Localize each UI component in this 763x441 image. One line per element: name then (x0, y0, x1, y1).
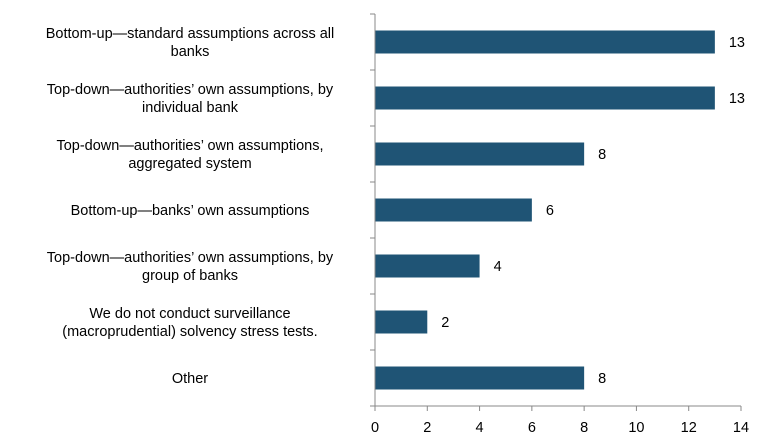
category-label-1: Bottom-up—standard assumptions across al… (46, 26, 335, 60)
x-tick-label-4: 4 (476, 420, 484, 436)
data-label-5: 4 (494, 259, 502, 275)
data-label-4: 6 (546, 203, 554, 219)
category-label-4: Bottom-up—banks’ own assumptions (71, 203, 310, 219)
data-labels-group: 13 13 8 6 4 2 8 (441, 35, 745, 387)
data-label-6: 2 (441, 315, 449, 331)
category-label-6: We do not conduct surveillance (macroprud… (62, 306, 317, 340)
data-label-2: 13 (729, 91, 745, 107)
bar-1 (375, 30, 715, 54)
bars-group (375, 30, 715, 390)
bar-7 (375, 366, 585, 390)
category-label-2: Top-down—authorities’ own assumptions, b… (47, 82, 334, 116)
bar-6 (375, 310, 428, 334)
x-tick-label-14: 14 (733, 420, 749, 436)
category-label-7: Other (172, 371, 208, 387)
category-labels-group: Bottom-up—standard assumptions across al… (46, 26, 335, 387)
x-tick-label-10: 10 (628, 420, 644, 436)
data-label-7: 8 (598, 371, 606, 387)
category-label-3: Top-down—authorities’ own assumptions, ag… (56, 138, 323, 172)
x-tick-label-2: 2 (423, 420, 431, 436)
data-label-1: 13 (729, 35, 745, 51)
x-tick-label-12: 12 (681, 420, 697, 436)
bar-5 (375, 254, 480, 278)
bar-3 (375, 142, 585, 166)
category-label-5: Top-down—authorities’ own assumptions, b… (47, 250, 334, 284)
x-tick-label-6: 6 (528, 420, 536, 436)
x-tick-label-0: 0 (371, 420, 379, 436)
x-tick-label-8: 8 (580, 420, 588, 436)
bar-4 (375, 198, 532, 222)
data-label-3: 8 (598, 147, 606, 163)
axes-group: 0 2 4 6 8 10 12 14 (370, 13, 749, 436)
bar-2 (375, 86, 715, 110)
